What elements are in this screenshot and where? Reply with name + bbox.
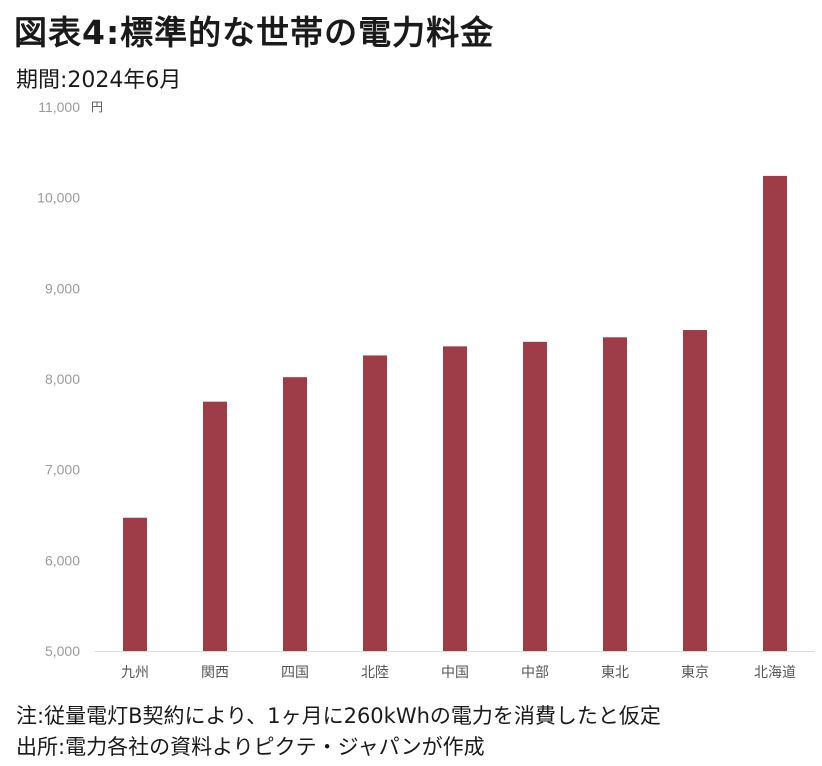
y-tick-label: 6,000 — [45, 552, 80, 568]
bar — [363, 355, 387, 651]
x-tick-label: 中部 — [521, 665, 549, 681]
bar — [683, 330, 707, 651]
y-tick-label: 9,000 — [45, 280, 80, 296]
bar — [443, 346, 467, 651]
x-tick-label: 九州 — [121, 665, 149, 681]
x-axis: 九州 関西 四国 北陸 中国 中部 東北 東京 北海道 — [95, 651, 815, 681]
y-axis: 5,000 6,000 7,000 8,000 9,000 10,000 11,000 円 — [37, 99, 103, 659]
chart-title: 図表4:標準的な世帯の電力料金 — [14, 13, 495, 52]
bar — [603, 337, 627, 651]
bar-chart: 5,000 6,000 7,000 8,000 9,000 10,000 11,000 円 九… — [37, 99, 815, 681]
bar — [523, 341, 547, 651]
x-tick-label: 中国 — [441, 665, 469, 681]
y-tick-label: 8,000 — [45, 371, 80, 387]
footnote-assumption: 注:従量電灯B契約により、1ヶ月に260kWhの電力を消費したと仮定 — [16, 704, 661, 728]
y-tick-label: 5,000 — [45, 643, 80, 659]
bar — [123, 517, 147, 651]
x-tick-label: 北陸 — [361, 665, 389, 681]
y-tick-label: 10,000 — [37, 190, 80, 206]
y-tick-label: 7,000 — [45, 462, 80, 478]
chart-period: 期間:2024年6月 — [16, 68, 182, 93]
x-tick-label: 四国 — [281, 665, 309, 681]
y-unit-label: 円 — [91, 100, 103, 114]
bars — [123, 175, 787, 651]
footnote-source: 出所:電力各社の資料よりピクテ・ジャパンが作成 — [16, 735, 485, 759]
x-tick-label: 東京 — [681, 665, 709, 681]
bar — [203, 401, 227, 651]
bar — [283, 377, 307, 651]
y-tick-label: 11,000 — [38, 99, 80, 115]
x-tick-label: 東北 — [601, 665, 629, 681]
x-tick-label: 関西 — [201, 665, 229, 681]
x-tick-label: 北海道 — [754, 665, 796, 681]
bar — [763, 175, 787, 651]
